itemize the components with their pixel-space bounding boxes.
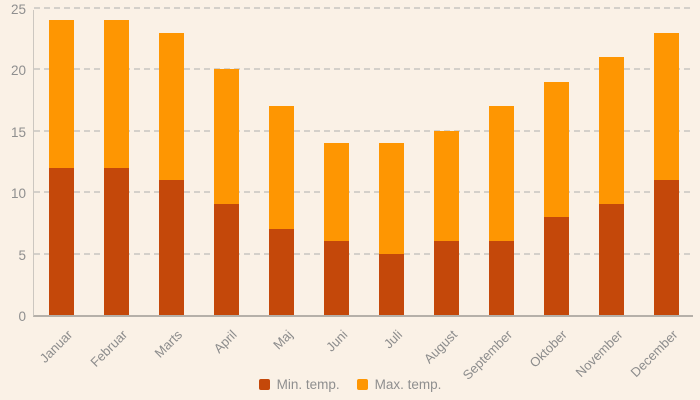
plot-area [33, 7, 693, 317]
x-axis-label-februar: Februar [87, 327, 131, 370]
bar-oktober[interactable] [544, 81, 569, 315]
bar-segment-max-temp[interactable] [49, 20, 74, 168]
y-tick-label-5: 5 [18, 247, 26, 263]
bar-segment-min-temp[interactable] [379, 253, 404, 315]
x-axis: Januar Februar Marts April Maj Juni Juli August… [33, 319, 693, 383]
gridline-20 [34, 68, 693, 71]
y-tick-label-20: 20 [10, 63, 26, 79]
bar-segment-min-temp[interactable] [599, 204, 624, 315]
gridline-15 [34, 129, 693, 132]
bar-segment-min-temp[interactable] [324, 241, 349, 315]
legend-label-max-temp: Max. temp. [374, 377, 442, 392]
bar-segment-min-temp[interactable] [434, 241, 459, 315]
bar-november[interactable] [599, 57, 624, 315]
gridline-5 [34, 252, 693, 255]
gridline-10 [34, 191, 693, 194]
x-axis-label-december: December [627, 327, 681, 381]
bar-segment-min-temp[interactable] [104, 167, 129, 315]
gridline-25 [34, 7, 693, 9]
bar-segment-max-temp[interactable] [104, 20, 129, 168]
bar-segment-min-temp[interactable] [269, 229, 294, 315]
bar-segment-max-temp[interactable] [324, 143, 349, 242]
bar-segment-max-temp[interactable] [159, 32, 184, 180]
bar-segment-max-temp[interactable] [599, 57, 624, 205]
y-tick-label-15: 15 [10, 124, 26, 140]
bar-februar[interactable] [104, 20, 129, 315]
bar-segment-min-temp[interactable] [489, 241, 514, 315]
bar-segment-max-temp[interactable] [214, 69, 239, 205]
x-axis-label-marts: Marts [151, 327, 186, 361]
y-tick-label-0: 0 [18, 309, 26, 324]
bar-segment-max-temp[interactable] [489, 106, 514, 242]
legend-item-max-temp[interactable]: Max. temp. [356, 377, 442, 392]
legend-label-min-temp: Min. temp. [276, 377, 340, 392]
x-axis-label-juni: Juni [322, 327, 351, 355]
bar-segment-min-temp[interactable] [214, 204, 239, 315]
x-axis-label-maj: Maj [269, 327, 296, 353]
bar-segment-min-temp[interactable] [159, 179, 184, 315]
x-axis-label-januar: Januar [36, 327, 76, 366]
bar-segment-max-temp[interactable] [379, 143, 404, 254]
x-axis-label-september: September [459, 327, 516, 383]
bar-marts[interactable] [159, 32, 184, 315]
legend-swatch-max-temp-icon [356, 379, 368, 390]
bar-juli[interactable] [379, 143, 404, 315]
bar-segment-max-temp[interactable] [544, 81, 569, 217]
bar-segment-min-temp[interactable] [49, 167, 74, 315]
x-axis-label-august: August [420, 327, 461, 367]
bar-segment-max-temp[interactable] [434, 130, 459, 242]
bar-september[interactable] [489, 106, 514, 315]
x-axis-label-november: November [572, 327, 626, 381]
bar-december[interactable] [654, 32, 679, 315]
x-axis-label-oktober: Oktober [526, 327, 571, 371]
x-axis-label-juli: Juli [380, 327, 406, 352]
bar-april[interactable] [214, 69, 239, 315]
y-tick-label-25: 25 [10, 2, 26, 17]
legend-item-min-temp[interactable]: Min. temp. [258, 377, 340, 392]
bar-juni[interactable] [324, 143, 349, 315]
bar-januar[interactable] [49, 20, 74, 315]
y-tick-label-10: 10 [10, 186, 26, 202]
x-axis-label-april: April [211, 327, 241, 357]
bar-segment-max-temp[interactable] [269, 106, 294, 230]
bar-segment-min-temp[interactable] [544, 216, 569, 315]
bar-segment-max-temp[interactable] [654, 32, 679, 180]
bar-segment-min-temp[interactable] [654, 179, 679, 315]
y-axis: 0 5 10 15 20 25 [0, 2, 29, 324]
bar-august[interactable] [434, 130, 459, 315]
legend-swatch-min-temp-icon [258, 379, 270, 390]
legend: Min. temp. Max. temp. [0, 377, 700, 392]
bar-maj[interactable] [269, 106, 294, 315]
